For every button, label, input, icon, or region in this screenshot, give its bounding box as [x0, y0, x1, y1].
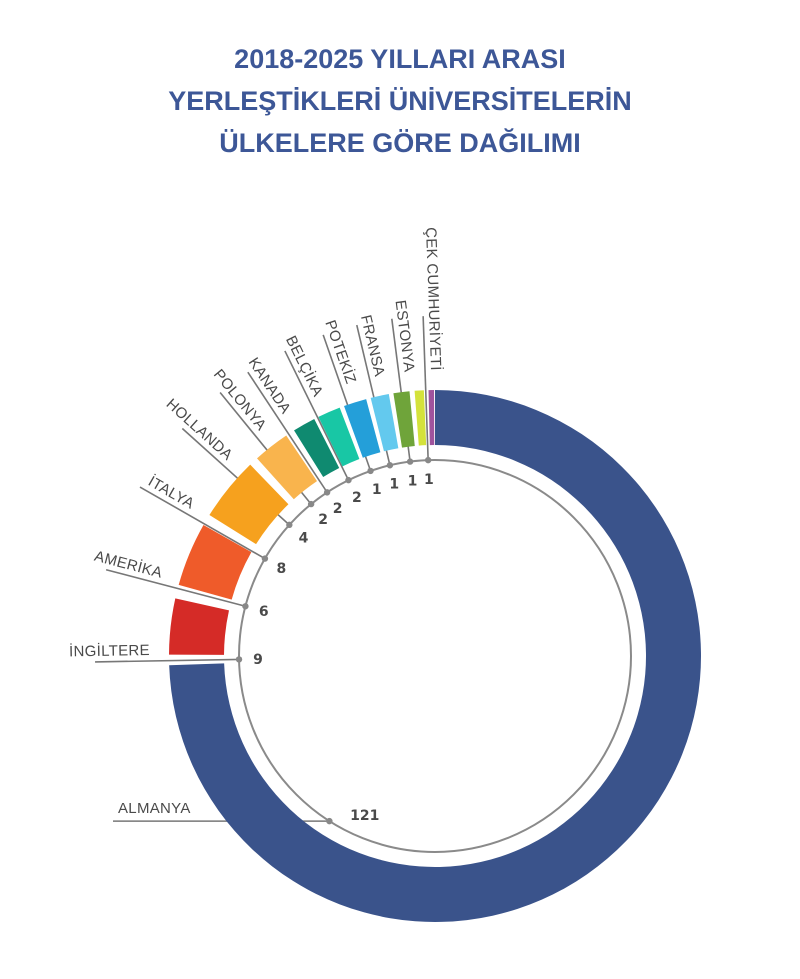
- value-fransa: 1: [389, 477, 399, 493]
- leader-dot-bel-i-ka: [345, 476, 352, 484]
- segment-i-ngi-ltere: [169, 598, 230, 655]
- label-i-talya: İTALYA: [145, 472, 197, 513]
- label--ek-cumhuri-yeti-: ÇEK CUMHURİYETİ: [422, 227, 445, 371]
- leader-line-i-ngi-ltere: [95, 658, 240, 663]
- leader-dot-fransa: [386, 462, 394, 469]
- chart-title: 2018-2025 YILLARI ARASI YERLEŞTİKLERİ ÜN…: [0, 38, 800, 164]
- title-line-3: ÜLKELERE GÖRE DAĞILIMI: [219, 128, 581, 158]
- guide-circle: [238, 459, 632, 853]
- value-kanada: 2: [333, 501, 343, 517]
- label-poteki-z: POTEKİZ: [321, 318, 360, 387]
- leader-line-kanada: [247, 371, 328, 493]
- segment-bel-i-ka: [344, 399, 381, 458]
- leader-dot-poteki-z: [367, 467, 374, 475]
- title-line-2: YERLEŞTİKLERİ ÜNİVERSİTELERİN: [168, 86, 632, 116]
- segment-hollanda: [257, 435, 318, 500]
- leader-line-ameri-ka: [105, 568, 246, 608]
- value-hollanda: 4: [299, 531, 309, 547]
- value-polonya: 2: [318, 512, 328, 528]
- title-line-1: 2018-2025 YILLARI ARASI: [234, 44, 566, 74]
- leader-dot-kanada: [323, 489, 331, 496]
- value-i-ngi-ltere: 9: [253, 652, 263, 668]
- value-almanya: 121: [350, 808, 379, 824]
- leader-dot-polonya: [307, 500, 315, 508]
- value-ameri-ka: 6: [259, 604, 269, 620]
- segment-fransa: [393, 391, 415, 448]
- label-estonya: ESTONYA: [392, 299, 418, 373]
- leader-line-i-talya: [139, 486, 266, 560]
- leader-line--ek-cumhuri-yeti-: [422, 316, 429, 461]
- leader-dot-hollanda: [286, 521, 293, 529]
- value-i-talya: 8: [277, 561, 287, 577]
- segment-poteki-z: [370, 394, 399, 452]
- segment-estonya: [414, 390, 427, 446]
- leader-dot-almanya: [326, 817, 333, 825]
- value--ek-cumhuri-yeti-: 1: [424, 472, 434, 488]
- segment-kanada: [318, 407, 360, 467]
- segment-ameri-ka: [178, 525, 252, 600]
- leader-dot-i-ngi-ltere: [235, 656, 243, 663]
- segment-i-talya: [209, 464, 289, 545]
- leader-dot--ek-cumhuri-yeti-: [424, 456, 432, 464]
- label-hollanda: HOLLANDA: [163, 395, 236, 463]
- leader-dot-estonya: [406, 458, 414, 465]
- label-i-ngi-ltere: İNGİLTERE: [69, 641, 150, 660]
- label-almanya: ALMANYA: [118, 800, 191, 817]
- leader-line-bel-i-ka: [284, 350, 350, 481]
- label-ameri-ka: AMERİKA: [92, 547, 164, 582]
- value-estonya: 1: [408, 473, 418, 489]
- leader-dot-i-talya: [261, 555, 269, 562]
- value-bel-i-ka: 2: [352, 490, 362, 506]
- segment--ek-cumhuri-yeti-: [428, 390, 435, 446]
- leader-dot-ameri-ka: [242, 603, 249, 610]
- value-poteki-z: 1: [372, 482, 382, 498]
- segment-polonya: [294, 418, 340, 478]
